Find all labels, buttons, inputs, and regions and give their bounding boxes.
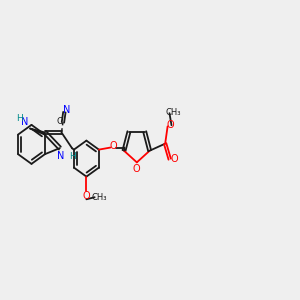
Text: CH₃: CH₃ xyxy=(166,108,181,117)
Text: CH₃: CH₃ xyxy=(91,193,106,202)
Text: H: H xyxy=(69,152,76,161)
Text: O: O xyxy=(132,164,140,174)
Text: N: N xyxy=(63,105,70,115)
Text: O: O xyxy=(82,191,90,201)
Text: N: N xyxy=(57,151,64,161)
Text: O: O xyxy=(170,154,178,164)
Text: O: O xyxy=(167,119,174,130)
Text: H: H xyxy=(16,114,23,123)
Text: N: N xyxy=(21,117,28,127)
Text: O: O xyxy=(110,141,117,151)
Text: C: C xyxy=(56,117,62,126)
